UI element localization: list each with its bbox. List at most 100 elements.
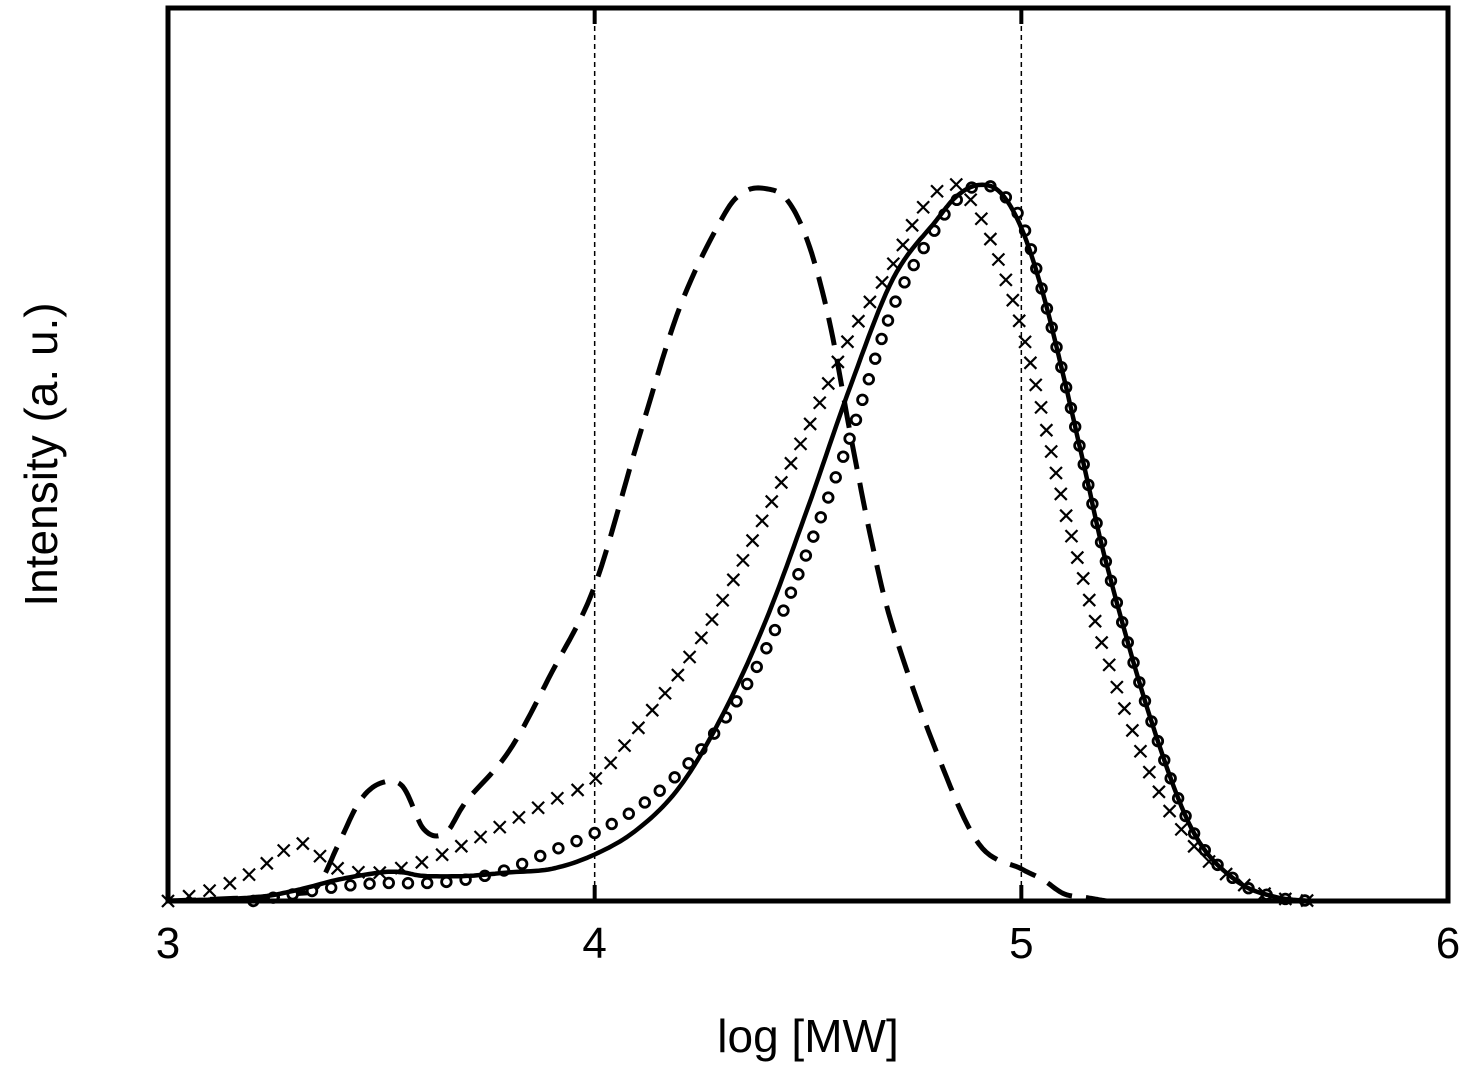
data-point-x [645,703,660,717]
data-point-x [631,721,646,735]
data-point-x [949,177,964,192]
data-point-x [276,843,291,858]
data-point-x [896,238,910,252]
data-point-x [1018,335,1032,349]
data-point-circle [777,604,790,617]
data-point-x [715,593,730,608]
data-point-x [550,791,565,806]
data-point-circle [552,842,565,855]
data-point-circle [881,314,895,327]
data-point-x [1076,571,1090,586]
data-point-circle [534,849,547,863]
data-point-x [694,631,709,645]
data-point-x [726,573,741,587]
data-point-x [1039,423,1054,437]
data-point-x [974,212,989,226]
data-point-x [1006,293,1020,307]
data-point-x [1028,378,1043,392]
y-axis-label: Intensity (a. u.) [15,302,67,606]
data-point-circle [807,530,820,543]
data-point-circle [829,471,842,484]
data-point-circle [843,432,856,445]
data-point-x [831,355,845,369]
data-point-x [1102,658,1116,672]
data-point-x [803,417,817,431]
data-point-x [1012,314,1026,328]
data-point-x [812,395,827,410]
data-point-x [736,553,750,568]
data-point-x [1162,804,1177,818]
data-point-x [512,810,526,825]
data-point-x [793,437,808,451]
data-point-x [916,200,930,215]
data-point-x [415,855,429,870]
data-point-x [588,771,603,786]
data-point-x [983,232,998,246]
x-tick-label: 4 [582,919,606,968]
data-point-x [223,876,237,891]
data-point-circle [837,450,850,463]
data-point-circle [638,796,652,809]
data-point-x [617,738,632,753]
data-point-circle [784,586,798,599]
data-point-x [1094,635,1109,650]
series-dashed [167,185,1109,904]
data-point-circle [750,660,764,674]
data-point-x [863,295,877,309]
data-point-x [531,800,545,815]
data-point-circle [822,491,835,504]
data-point-circle [875,332,888,346]
data-point-x [821,376,836,391]
data-point-circle [907,258,920,272]
x-axis-label: log [MW] [717,1010,898,1062]
data-point-x [905,218,919,233]
data-point-x [1088,614,1102,628]
data-point-circle [344,879,357,892]
data-point-x [1034,400,1048,415]
x-tick-label: 5 [1009,919,1033,968]
data-point-x [296,836,310,851]
data-point-circle [570,834,583,848]
data-point-circle [799,549,813,562]
data-point-x [1133,744,1148,759]
data-point-circle [768,623,782,637]
data-point-x [671,668,685,682]
data-point-x [260,856,274,871]
data-point-x [603,756,618,770]
data-point-circle [849,413,863,427]
data-point-x [1174,822,1189,837]
data-point-x [1117,701,1132,716]
data-point-x [764,494,779,509]
data-point-x [313,849,327,863]
data-point-x [1125,723,1140,738]
series-x-markers [161,177,1314,908]
data-point-x [1082,593,1097,607]
data-point-x [991,252,1006,267]
data-point-x [1049,466,1063,480]
data-point-circle [401,877,415,890]
data-point-circle [889,295,902,308]
data-point-x [784,456,798,471]
data-point-circle [917,241,930,255]
data-point-x [774,475,789,490]
data-point-x [682,650,697,664]
series-line [167,182,1321,904]
x-tick-label: 6 [1436,919,1460,968]
data-point-x [1064,529,1079,543]
data-point-x [492,820,507,834]
x-axis-ticks: 3 4 5 6 [156,8,1460,968]
data-point-x [1059,508,1073,523]
data-point-circle [668,771,681,784]
data-point-x [755,514,769,528]
data-point-circle [421,876,434,890]
data-point-x [658,686,672,701]
data-point-x [745,533,760,548]
data-point-circle [741,677,754,691]
data-point-x [1070,550,1085,565]
x-tick-label: 3 [156,919,180,968]
data-point-x [570,783,585,797]
data-point-x [963,192,978,207]
data-point-x [330,861,345,876]
data-point-circle [856,393,869,407]
